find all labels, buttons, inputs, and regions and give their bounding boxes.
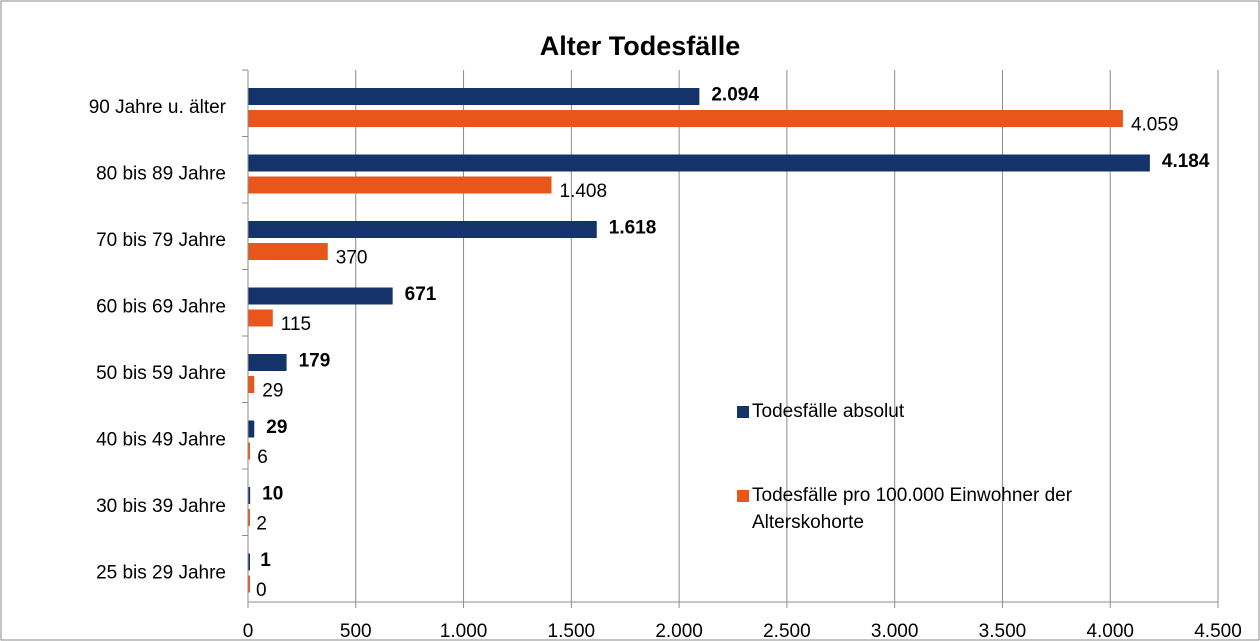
bar (248, 243, 328, 260)
bar (248, 221, 597, 238)
bar (248, 154, 1150, 172)
legend-swatch (737, 490, 749, 502)
x-tick-label: 1.000 (440, 621, 488, 641)
bar (248, 487, 251, 504)
bar (248, 575, 250, 593)
legend-label: Todesfälle absolut (752, 401, 905, 422)
data-label: 179 (299, 351, 331, 372)
data-label: 29 (262, 381, 283, 402)
data-label: 115 (281, 314, 311, 335)
data-label: 1 (260, 550, 271, 571)
y-tick-label: 70 bis 79 Jahre (96, 230, 226, 251)
x-tick-label: 1.500 (548, 621, 596, 641)
data-label: 6 (257, 447, 268, 468)
data-label: 2 (256, 514, 267, 535)
bar (248, 176, 552, 194)
data-label: 4.059 (1131, 115, 1179, 136)
y-tick-label: 30 bis 39 Jahre (96, 496, 226, 517)
data-label: 4.184 (1162, 151, 1210, 172)
bar (248, 509, 250, 526)
data-label: 10 (262, 484, 283, 505)
data-label: 370 (336, 248, 368, 269)
data-label: 0 (256, 580, 267, 601)
bar (248, 354, 287, 371)
bar (248, 553, 250, 571)
bar (248, 287, 393, 305)
data-label: 1.408 (560, 181, 608, 202)
y-tick-label: 80 bis 89 Jahre (96, 164, 226, 185)
bar (248, 110, 1123, 127)
data-label: 671 (405, 284, 437, 305)
data-label: 1.618 (609, 218, 657, 239)
y-tick-label: 60 bis 69 Jahre (96, 297, 226, 318)
legend-swatch (737, 406, 749, 418)
x-tick-label: 2.500 (763, 621, 811, 641)
y-tick-label: 90 Jahre u. älter (89, 97, 227, 118)
bar (248, 420, 255, 438)
y-tick-label: 25 bis 29 Jahre (96, 563, 226, 584)
x-tick-label: 2.000 (655, 621, 703, 641)
legend-label: Todesfälle pro 100.000 Einwohner der Alt… (752, 485, 1073, 533)
y-tick-label: 50 bis 59 Jahre (96, 363, 226, 384)
x-tick-label: 4.000 (1086, 621, 1134, 641)
x-tick-label: 3.500 (979, 621, 1027, 641)
data-label: 2.094 (711, 85, 759, 106)
bar (248, 376, 255, 393)
x-tick-label: 500 (340, 621, 372, 641)
x-tick-label: 0 (243, 621, 254, 641)
bar (248, 88, 700, 105)
bar (248, 309, 273, 327)
chart-title: Alter Todesfälle (540, 31, 741, 61)
y-tick-label: 40 bis 49 Jahre (96, 430, 226, 451)
bar (248, 442, 250, 460)
x-tick-label: 4.500 (1194, 621, 1242, 641)
x-tick-label: 3.000 (871, 621, 919, 641)
data-label: 29 (266, 417, 287, 438)
